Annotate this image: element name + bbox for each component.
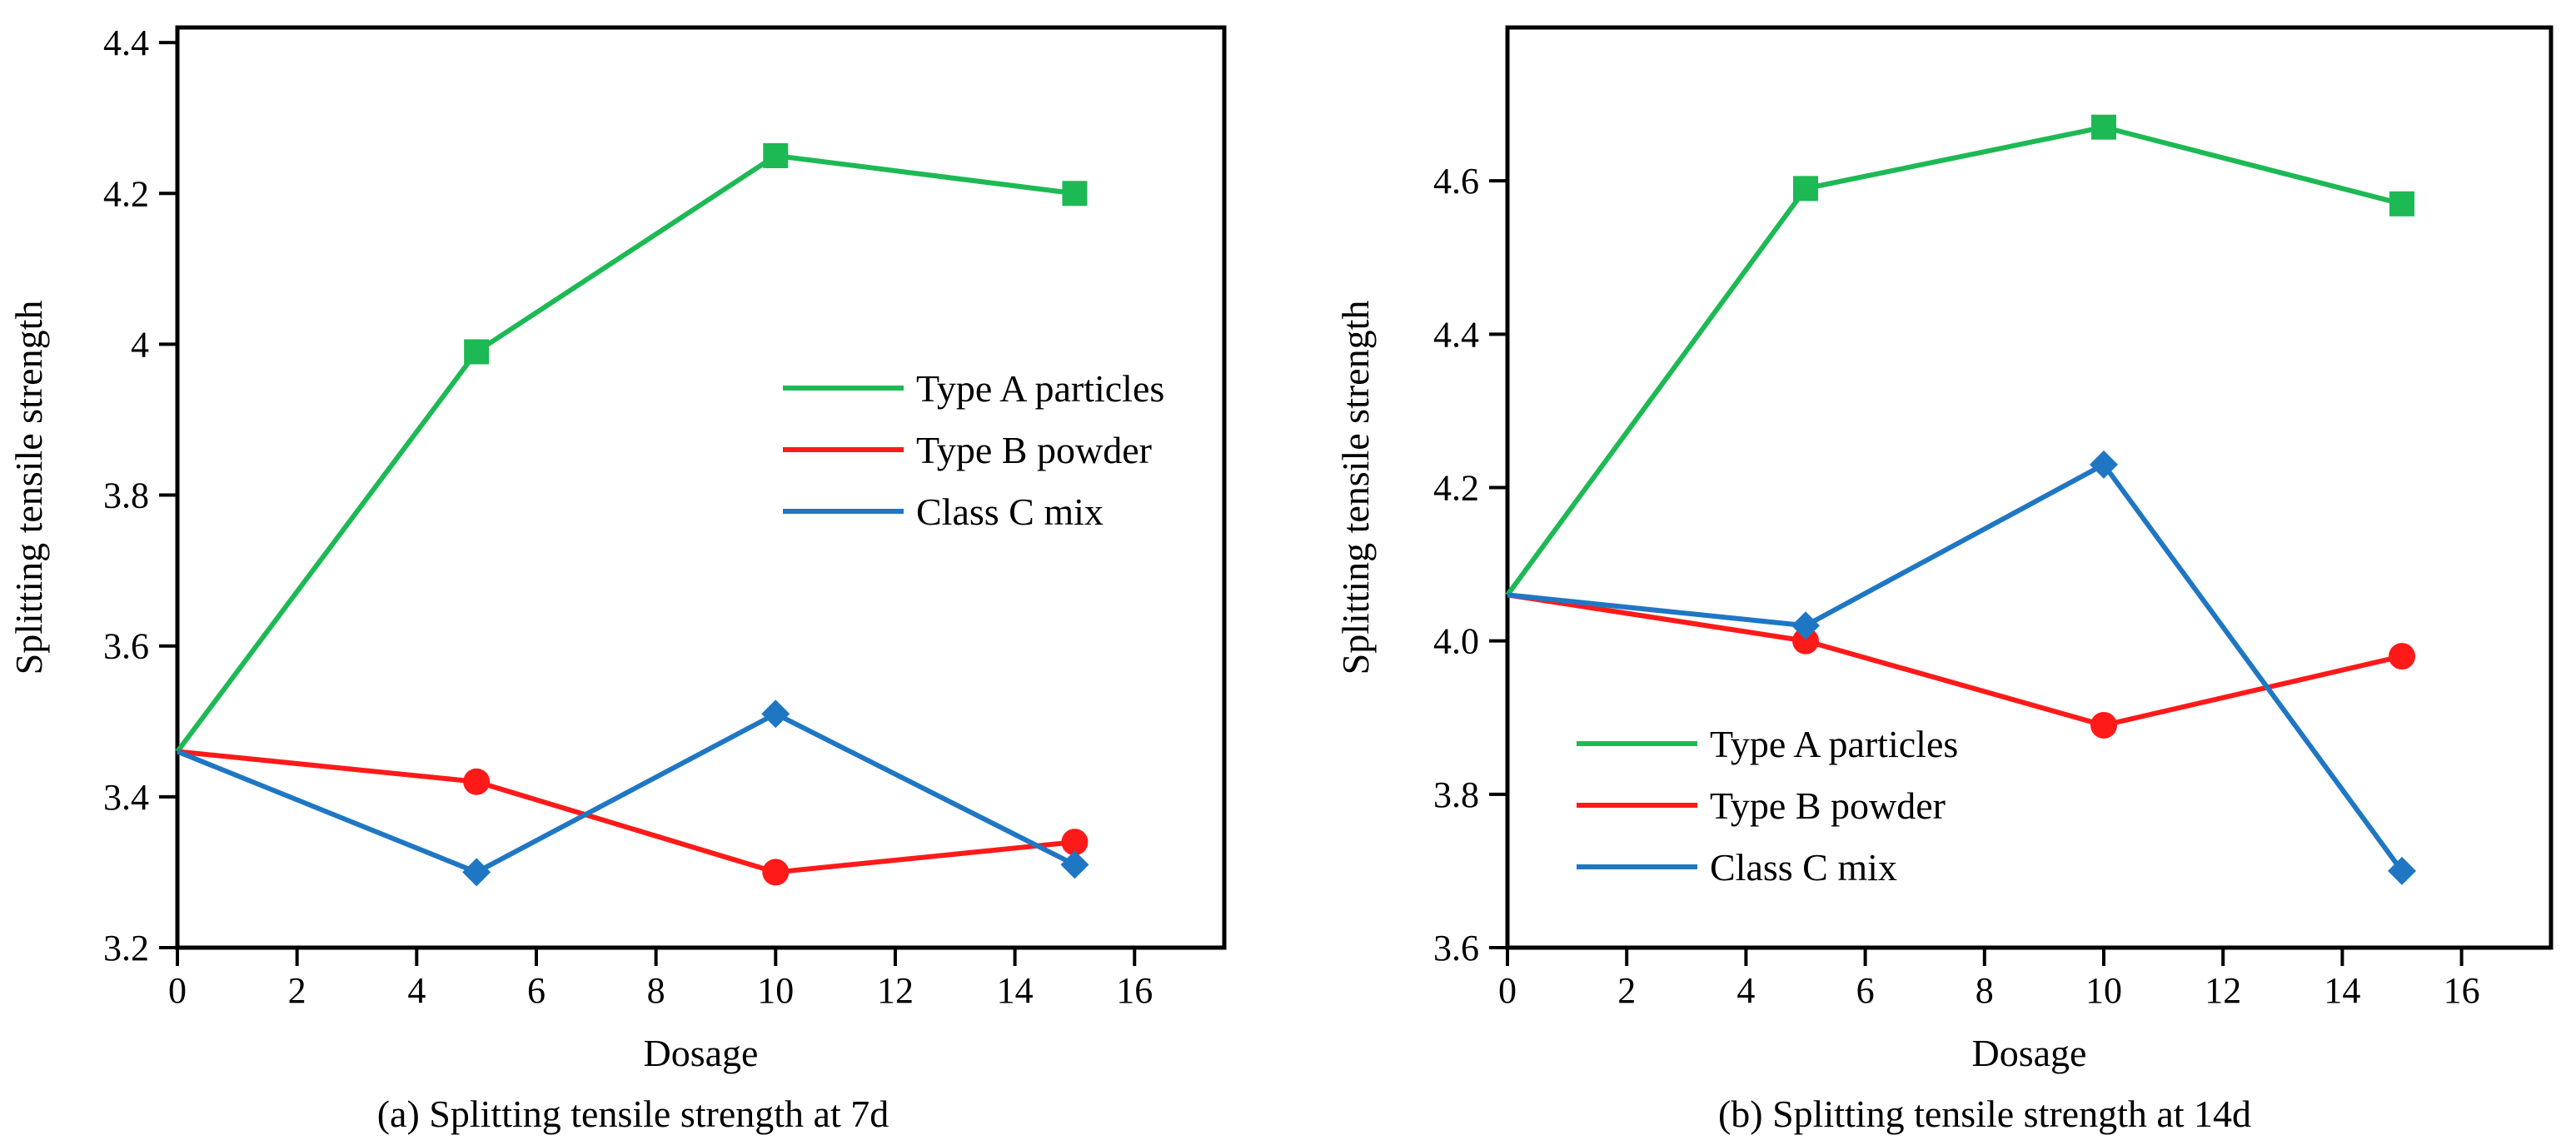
chart2-series-line-1	[1505, 124, 2403, 597]
chart2-caption: (b) Splitting tensile strength at 14d	[1718, 1093, 2251, 1135]
chart2-series-line-3	[1507, 461, 2404, 873]
chart1-x-tick-label: 2	[288, 970, 306, 1011]
chart2-y-axis-label: Splitting tensile strength	[1334, 301, 1377, 675]
chart2-x-tick-label: 14	[2324, 970, 2360, 1011]
chart1-series-2-point	[1061, 829, 1089, 856]
chart1-x-tick-label: 0	[168, 970, 187, 1011]
chart1-x-axis-label: Dosage	[644, 1032, 759, 1074]
chart2-x-tick-label: 4	[1736, 970, 1755, 1011]
chart2-x-tick-label: 0	[1498, 970, 1517, 1011]
chart2-series-1-point	[1793, 176, 1818, 202]
chart2-y-tick-label: 4.6	[1433, 161, 1479, 202]
chart1-series-3-point	[462, 858, 491, 887]
chart2-series-3-point	[2090, 450, 2118, 479]
chart1-x-tick-label: 14	[997, 970, 1034, 1011]
chart1-x-tick-label: 4	[407, 970, 426, 1011]
chart2-plot-frame	[1505, 25, 2554, 950]
chart1: 0 2 4 6 8 10 12 14 16 3.2 3.4 3.6 3.8 4 4.2 4.4 Dosage Sp…	[7, 22, 1227, 1135]
chart2-x-tick-label: 12	[2205, 970, 2241, 1011]
chart1-series-line-2	[177, 749, 1075, 875]
chart2-series-2-point	[2389, 643, 2415, 670]
chart2-legend-label-3: Class C mix	[1710, 846, 1897, 889]
chart1-x-tick-label: 16	[1116, 970, 1153, 1011]
chart1-y-tick-label: 4.4	[103, 22, 149, 63]
chart2-x-tick-label: 6	[1856, 970, 1875, 1011]
chart1-series-1-point	[464, 339, 490, 365]
chart2-x-tick-label: 10	[2085, 970, 2122, 1011]
chart2-x-tick-label: 2	[1617, 970, 1636, 1011]
chart2-legend-label-1: Type A particles	[1710, 723, 1958, 765]
chart1-caption: (a) Splitting tensile strength at 7d	[377, 1093, 889, 1135]
chart2-series-2-point	[1792, 627, 1819, 655]
chart1-series-line-3	[176, 711, 1076, 875]
chart2-series-2-point	[2090, 711, 2117, 739]
chart1-x-tick-label: 6	[527, 970, 546, 1011]
chart1-legend-label-1: Type A particles	[916, 367, 1164, 410]
chart1-series-2-point	[463, 768, 491, 795]
chart2-y-tick-label: 4.0	[1433, 621, 1479, 662]
chart1-legend-label-2: Type B powder	[916, 429, 1152, 471]
chart2-x-tick-label: 8	[1976, 970, 1994, 1011]
chart1-y-tick-label: 3.6	[103, 626, 149, 667]
chart2-series-3-point	[2388, 856, 2416, 885]
chart1-series-1-point	[763, 142, 789, 168]
chart2-series-line-2	[1507, 592, 2403, 728]
chart2-x-axis-label: Dosage	[1972, 1032, 2087, 1074]
chart2-series-1-point	[2091, 114, 2116, 140]
chart1-plot-frame	[175, 25, 1227, 950]
chart1-legend-label-3: Class C mix	[916, 490, 1104, 533]
chart2: 0 2 4 6 8 10 12 14 16 3.6 3.8 4.0 4.2 4.4 4.6 Dosage Spl…	[1334, 25, 2554, 1135]
chart1-y-tick-label: 3.4	[103, 777, 149, 818]
chart2-y-tick-label: 3.8	[1433, 774, 1479, 815]
chart1-series-1-point	[1062, 181, 1088, 207]
chart1-x-tick-label: 8	[647, 970, 665, 1011]
chart1-y-tick-label: 4.2	[103, 173, 149, 214]
chart1-x-tick-label: 12	[877, 970, 914, 1011]
chart2-x-tick-label: 16	[2444, 970, 2480, 1011]
chart2-series-3-point	[1791, 611, 1820, 640]
chart1-y-tick-label: 3.8	[103, 475, 149, 516]
chart1-series-line-1	[175, 152, 1075, 754]
chart1-x-tick-label: 10	[757, 970, 794, 1011]
chart2-legend-label-2: Type B powder	[1710, 784, 1946, 827]
chart1-series-3-point	[761, 699, 790, 729]
chart2-y-tick-label: 4.4	[1433, 314, 1479, 355]
chart1-series-2-point	[762, 859, 790, 886]
chart2-y-tick-label: 4.2	[1433, 468, 1479, 509]
chart2-series-1-point	[2389, 191, 2414, 217]
chart1-series-3-point	[1060, 850, 1089, 879]
chart1-y-tick-label: 4	[131, 324, 149, 365]
chart1-y-axis-label: Splitting tensile strength	[7, 301, 50, 675]
chart2-y-tick-label: 3.6	[1433, 928, 1479, 968]
chart1-y-tick-label: 3.2	[103, 928, 149, 968]
